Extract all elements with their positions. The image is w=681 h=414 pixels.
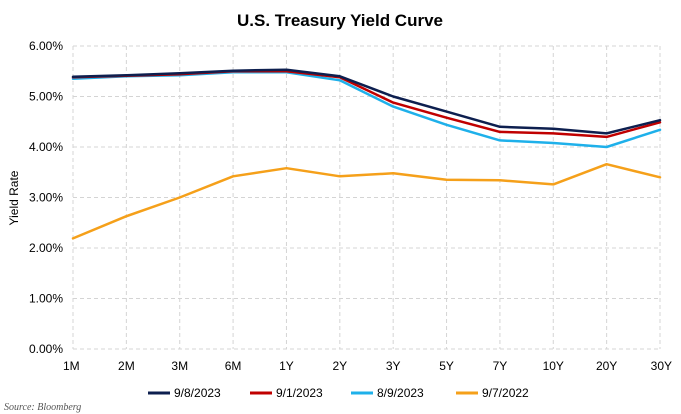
source-note: Source: Bloomberg bbox=[4, 402, 81, 413]
series-lines bbox=[71, 68, 662, 240]
legend: 9/8/2023 9/1/2023 8/9/2023 9/7/2022 bbox=[148, 386, 529, 400]
y-tick-label: 5.00% bbox=[29, 90, 63, 104]
y-axis-label: Yield Rate bbox=[7, 170, 21, 225]
y-tick-label: 0.00% bbox=[29, 342, 63, 356]
legend-label: 9/1/2023 bbox=[276, 386, 323, 400]
y-tick-labels: 0.00% 1.00% 2.00% 3.00% 4.00% 5.00% 6.00% bbox=[29, 39, 63, 356]
y-tick-label: 3.00% bbox=[29, 191, 63, 205]
y-tick-label: 1.00% bbox=[29, 292, 63, 306]
x-tick-label: 2Y bbox=[332, 359, 347, 373]
y-tick-label: 4.00% bbox=[29, 140, 63, 154]
x-tick-label: 1Y bbox=[279, 359, 294, 373]
x-tick-labels: 1M 2M 3M 6M 1Y 2Y 3Y 5Y 7Y 10Y 20Y 30Y bbox=[63, 359, 672, 373]
y-tick-label: 6.00% bbox=[29, 39, 63, 53]
x-tick-label: 3Y bbox=[386, 359, 401, 373]
chart-title: U.S. Treasury Yield Curve bbox=[237, 11, 443, 30]
legend-label: 9/8/2023 bbox=[174, 386, 221, 400]
y-tick-label: 2.00% bbox=[29, 241, 63, 255]
x-tick-label: 7Y bbox=[493, 359, 508, 373]
x-tick-label: 5Y bbox=[439, 359, 454, 373]
x-tick-label: 20Y bbox=[596, 359, 617, 373]
x-tick-label: 2M bbox=[118, 359, 135, 373]
series-line-2 bbox=[71, 70, 662, 139]
x-tick-label: 10Y bbox=[543, 359, 564, 373]
legend-label: 8/9/2023 bbox=[377, 386, 424, 400]
series-line-1 bbox=[71, 68, 662, 135]
x-tick-label: 1M bbox=[63, 359, 80, 373]
legend-label: 9/7/2022 bbox=[482, 386, 529, 400]
grid-layer bbox=[72, 45, 661, 350]
series-line-4 bbox=[71, 162, 662, 240]
x-tick-label: 3M bbox=[171, 359, 188, 373]
x-tick-label: 30Y bbox=[651, 359, 672, 373]
x-tick-label: 6M bbox=[225, 359, 242, 373]
